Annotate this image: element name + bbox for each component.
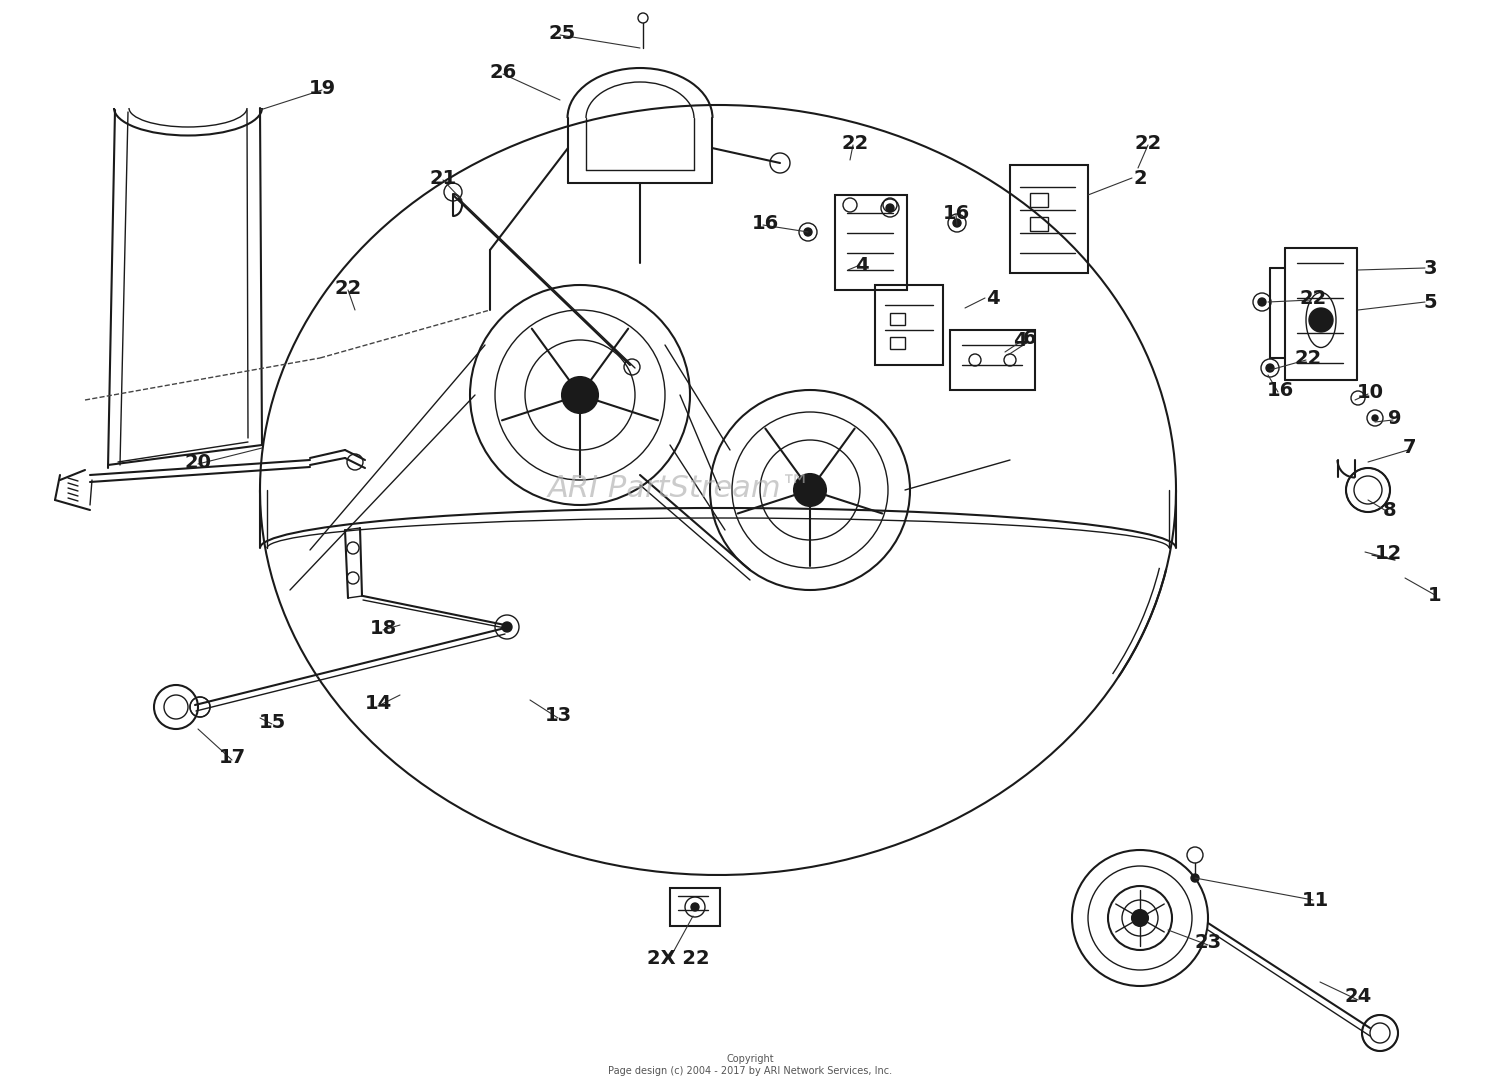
Text: 3: 3 — [1424, 258, 1437, 278]
Text: 18: 18 — [369, 619, 396, 637]
Text: 13: 13 — [544, 706, 572, 724]
Text: 24: 24 — [1344, 987, 1371, 1007]
Circle shape — [503, 622, 512, 632]
Circle shape — [692, 902, 699, 911]
Circle shape — [562, 377, 598, 413]
Text: Copyright
Page design (c) 2004 - 2017 by ARI Network Services, Inc.: Copyright Page design (c) 2004 - 2017 by… — [608, 1055, 892, 1076]
Circle shape — [1132, 910, 1148, 926]
Text: 4: 4 — [986, 289, 1000, 307]
Bar — [950, 330, 1035, 390]
Text: 5: 5 — [1424, 292, 1437, 312]
Bar — [1030, 193, 1048, 207]
Text: 1: 1 — [1428, 585, 1442, 605]
Bar — [890, 337, 904, 349]
Text: 14: 14 — [364, 694, 392, 712]
Text: 26: 26 — [489, 63, 516, 81]
Text: 10: 10 — [1356, 382, 1383, 402]
Text: 2X 22: 2X 22 — [646, 948, 710, 968]
Circle shape — [1258, 298, 1266, 306]
Text: ARI PartStream™: ARI PartStream™ — [548, 473, 812, 503]
Circle shape — [804, 228, 812, 236]
Text: 22: 22 — [1134, 134, 1161, 152]
Text: 7: 7 — [1404, 438, 1416, 456]
Text: 16: 16 — [942, 203, 969, 223]
Text: 11: 11 — [1302, 891, 1329, 909]
Text: 16: 16 — [1266, 380, 1293, 400]
Text: 17: 17 — [219, 747, 246, 767]
Text: 20: 20 — [184, 453, 211, 471]
Bar — [874, 285, 944, 365]
Circle shape — [794, 473, 826, 506]
Bar — [670, 888, 720, 926]
Bar — [890, 313, 904, 325]
Text: 16: 16 — [752, 214, 778, 232]
Text: 25: 25 — [549, 24, 576, 42]
Text: 22: 22 — [334, 278, 362, 298]
Text: 12: 12 — [1374, 543, 1401, 563]
Circle shape — [952, 219, 962, 227]
Text: 9: 9 — [1389, 408, 1401, 428]
Text: 6: 6 — [1023, 328, 1036, 348]
Bar — [836, 195, 908, 290]
Text: 4: 4 — [1013, 330, 1028, 350]
Text: 2: 2 — [1132, 168, 1148, 188]
Circle shape — [886, 204, 894, 212]
Circle shape — [1310, 308, 1334, 332]
Text: 8: 8 — [1383, 501, 1396, 519]
Circle shape — [1372, 415, 1378, 421]
Bar — [1030, 217, 1048, 231]
Text: 22: 22 — [1299, 289, 1326, 307]
Text: 22: 22 — [1294, 349, 1322, 367]
Circle shape — [1266, 364, 1274, 372]
Text: 21: 21 — [429, 168, 456, 188]
Text: 15: 15 — [258, 712, 285, 732]
Text: 19: 19 — [309, 78, 336, 98]
Text: 23: 23 — [1194, 933, 1221, 951]
Bar — [1010, 165, 1088, 273]
Text: 4: 4 — [855, 255, 868, 275]
Circle shape — [1191, 874, 1198, 882]
Text: 22: 22 — [842, 134, 868, 152]
